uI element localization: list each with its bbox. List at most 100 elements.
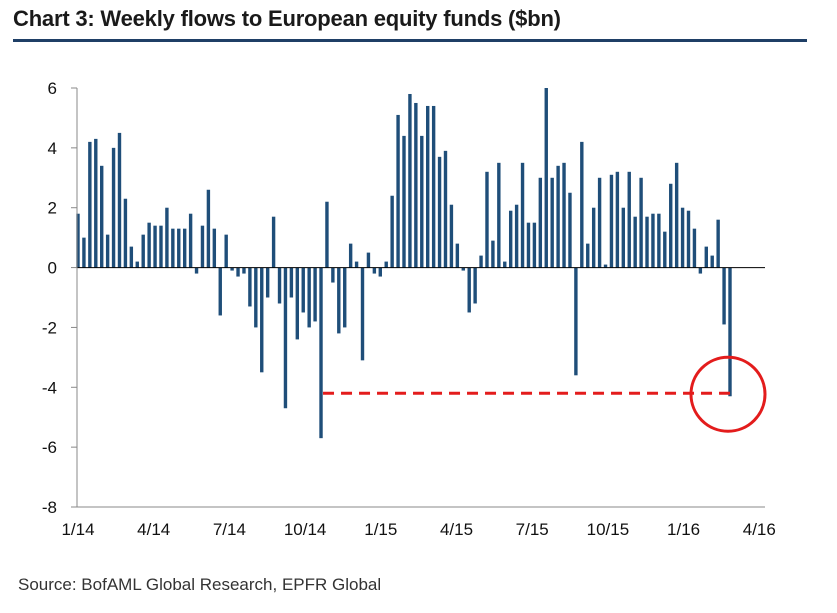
bar: [414, 102, 418, 268]
bar: [597, 177, 602, 268]
bar: [76, 213, 80, 268]
bar: [111, 147, 116, 268]
bar: [194, 267, 199, 274]
bar: [728, 267, 732, 397]
bar: [609, 174, 614, 268]
x-tick-label: 10/14: [284, 520, 327, 539]
bar: [337, 267, 341, 334]
bar: [461, 267, 465, 271]
x-tick-label: 1/14: [61, 520, 94, 539]
bar: [277, 267, 282, 304]
bar: [105, 234, 110, 268]
bar: [402, 135, 406, 268]
bar: [449, 204, 454, 268]
bar: [141, 234, 145, 268]
bar: [437, 156, 442, 268]
bar: [479, 255, 483, 268]
y-tick-label: -6: [42, 438, 57, 457]
y-tick-label: 6: [48, 79, 57, 98]
bar: [497, 162, 501, 268]
y-axis: 6 4 2 0 -2 -4 -6 -8: [42, 79, 77, 517]
bar: [550, 177, 554, 268]
bar: [645, 216, 649, 268]
bar: [562, 162, 566, 268]
bar: [200, 225, 205, 268]
bar: [663, 231, 667, 268]
bar: [674, 162, 679, 268]
bar: [633, 216, 637, 268]
bar: [82, 237, 86, 268]
bar: [574, 267, 578, 376]
bar: [467, 267, 471, 313]
bar: [615, 171, 620, 268]
bar: [710, 255, 714, 268]
bar: [354, 261, 359, 268]
title-rule: [13, 39, 807, 42]
bar: [319, 267, 323, 439]
bar: [165, 207, 169, 268]
bar: [532, 222, 537, 268]
bar: [455, 243, 460, 268]
bar: [408, 93, 412, 268]
bar: [503, 261, 507, 268]
bar: [182, 228, 187, 268]
bar: [236, 267, 240, 277]
bar: [325, 201, 329, 268]
bar: [301, 267, 305, 313]
x-tick-label: 4/16: [743, 520, 776, 539]
bar: [544, 88, 548, 268]
bar: [295, 267, 300, 340]
bar: [360, 267, 365, 361]
bar: [508, 210, 513, 268]
bar: [188, 213, 193, 268]
bar: [431, 105, 436, 268]
bar: [100, 165, 104, 268]
bar: [283, 267, 288, 409]
x-tick-label: 1/16: [667, 520, 700, 539]
highlight-circle: [689, 355, 767, 433]
bar: [331, 267, 335, 283]
bar: [212, 228, 217, 268]
bar: [520, 162, 525, 268]
bar: [117, 132, 122, 268]
bar: [651, 213, 655, 268]
y-tick-label: -8: [42, 498, 57, 517]
bar-series: [76, 88, 732, 439]
bar: [372, 267, 377, 274]
bar: [265, 267, 270, 298]
bar: [177, 228, 181, 268]
bar: [420, 135, 424, 268]
bar: [586, 243, 590, 268]
x-tick-label: 4/15: [440, 520, 473, 539]
bar: [603, 264, 608, 268]
bar: [556, 165, 560, 268]
bar: [218, 267, 222, 316]
bar: [426, 105, 430, 268]
bar: [384, 261, 388, 268]
bar: [123, 198, 128, 268]
bar: [680, 207, 685, 268]
bar: [313, 267, 317, 322]
bar: [88, 141, 92, 268]
bar: [514, 204, 519, 268]
bar: [129, 246, 134, 268]
bar: [171, 228, 175, 268]
bar: [669, 183, 673, 268]
bar: [271, 216, 276, 268]
x-tick-label: 4/14: [137, 520, 170, 539]
bar: [722, 267, 726, 325]
x-tick-label: 1/15: [364, 520, 397, 539]
bar: [348, 243, 353, 268]
bar: [224, 234, 228, 268]
bar: [390, 195, 394, 268]
bar: [254, 267, 258, 328]
x-tick-label: 10/15: [587, 520, 630, 539]
x-tick-label: 7/14: [213, 520, 246, 539]
x-axis: 1/14 4/14 7/14 10/14 1/15 4/15 7/15 10/15 1/16 4/…: [61, 520, 775, 539]
y-tick-label: -4: [42, 378, 57, 397]
bar: [526, 222, 531, 268]
bar: [230, 267, 234, 271]
y-tick-label: 0: [48, 259, 57, 278]
bar: [248, 267, 252, 307]
